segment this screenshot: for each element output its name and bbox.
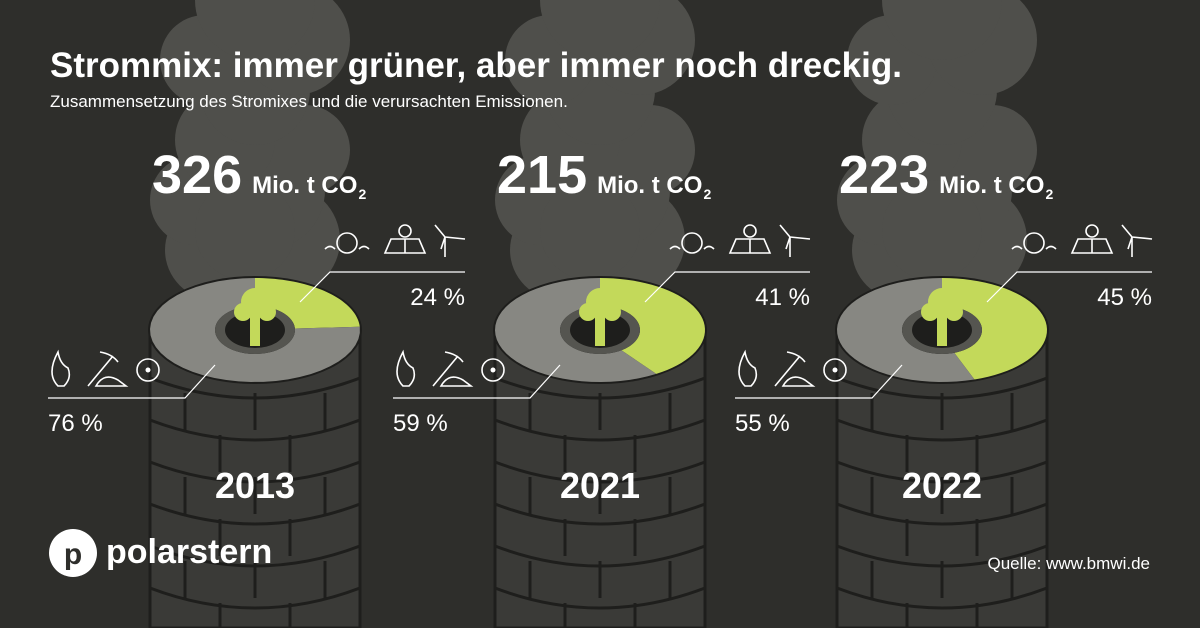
renewable-label: 24 % (410, 284, 465, 311)
icon-nuclear (145, 367, 151, 373)
logo-letter: p (64, 538, 82, 571)
icon-hydro (336, 232, 358, 254)
tree-trunk (937, 308, 947, 346)
leader-line (299, 271, 465, 303)
icon-hydro (681, 232, 703, 254)
fossil-segment (495, 278, 657, 382)
smoke-puff (882, 0, 1002, 60)
icon-wind (779, 224, 811, 257)
brick-line (149, 418, 361, 442)
leader-line (735, 364, 903, 399)
year-label: 2013 (215, 465, 295, 506)
tree-trunk (250, 308, 260, 346)
fossil-label: 59 % (393, 410, 448, 437)
smoke-layer (150, 0, 1037, 355)
leader-line (986, 271, 1152, 303)
brick-line (836, 586, 1048, 610)
smoke-puff (195, 180, 295, 280)
emissions-unit-subscript: 2 (358, 186, 366, 202)
emissions-unit: Mio. t CO (597, 172, 702, 199)
fossil-segment (150, 278, 360, 382)
icon-nuclear (481, 358, 505, 382)
icon-flame (396, 349, 416, 387)
icon-nuclear (490, 367, 496, 373)
tree-crown (603, 303, 621, 321)
tree-crown (234, 303, 252, 321)
emissions-unit-subscript: 2 (1045, 186, 1053, 202)
brick-line (836, 502, 1048, 526)
tree-trunk (595, 308, 605, 346)
brick-line (836, 418, 1048, 442)
icon-hydro (1023, 232, 1045, 254)
year-label: 2022 (902, 465, 982, 506)
brick-line (149, 586, 361, 610)
icon-solar (398, 224, 412, 238)
icon-flame (738, 349, 758, 387)
renewable-label: 45 % (1097, 284, 1152, 311)
chimney: 326 Mio. t CO 2 24 % 76 % 2013 (48, 145, 466, 628)
emissions-value: 223 (839, 145, 929, 205)
icon-wind (1121, 224, 1153, 257)
icon-solar (743, 224, 757, 238)
renewable-segment (255, 278, 360, 329)
smoke-puff (540, 0, 660, 60)
icon-solar (383, 238, 427, 254)
leader-line (393, 364, 561, 399)
icon-wind (434, 224, 466, 257)
renewable-label: 41 % (755, 284, 810, 311)
smoke-puff (195, 0, 315, 60)
icon-hydro (1011, 245, 1057, 250)
chart-subtitle: Zusammensetzung des Stromixes und die ve… (50, 92, 568, 111)
fossil-label: 76 % (48, 410, 103, 437)
emissions-unit: Mio. t CO (252, 172, 357, 199)
brick-line (494, 586, 706, 610)
source: Quelle: www.bmwi.de (987, 554, 1150, 573)
logo-circle (49, 529, 97, 577)
emissions-value: 326 (152, 145, 242, 205)
icon-solar (1085, 224, 1099, 238)
fossil-label: 55 % (735, 410, 790, 437)
brick-line (494, 418, 706, 442)
icon-pickaxe (87, 351, 129, 387)
emissions-unit-subscript: 2 (703, 186, 711, 202)
icon-pickaxe (432, 351, 474, 387)
icon-nuclear (136, 358, 160, 382)
icon-solar (1070, 238, 1114, 254)
chimney: 223 Mio. t CO 2 45 % 55 % 2022 (735, 145, 1153, 628)
emissions-unit: Mio. t CO (939, 172, 1044, 199)
tree-crown (258, 303, 276, 321)
icon-hydro (669, 245, 715, 250)
smoke-puff (882, 180, 982, 280)
smoke-puff (540, 180, 640, 280)
icon-nuclear (832, 367, 838, 373)
icon-pickaxe (774, 351, 816, 387)
tree-crown (579, 303, 597, 321)
logo-text: polarstern (106, 533, 272, 571)
logo: p polarstern (49, 529, 272, 577)
renewable-segment (942, 278, 1047, 380)
icon-flame (51, 349, 71, 387)
icon-nuclear (823, 358, 847, 382)
year-label: 2021 (560, 465, 640, 506)
icon-solar (728, 238, 772, 254)
emissions-value: 215 (497, 145, 587, 205)
leader-line (644, 271, 810, 303)
chimney: 215 Mio. t CO 2 41 % 59 % 2021 (393, 145, 811, 628)
tree-crown (921, 303, 939, 321)
tree-crown (945, 303, 963, 321)
brick-line (149, 502, 361, 526)
icon-hydro (324, 245, 370, 250)
leader-line (48, 364, 216, 399)
renewable-segment (600, 278, 705, 374)
brick-line (494, 502, 706, 526)
chart-title: Strommix: immer grüner, aber immer noch … (50, 46, 902, 85)
